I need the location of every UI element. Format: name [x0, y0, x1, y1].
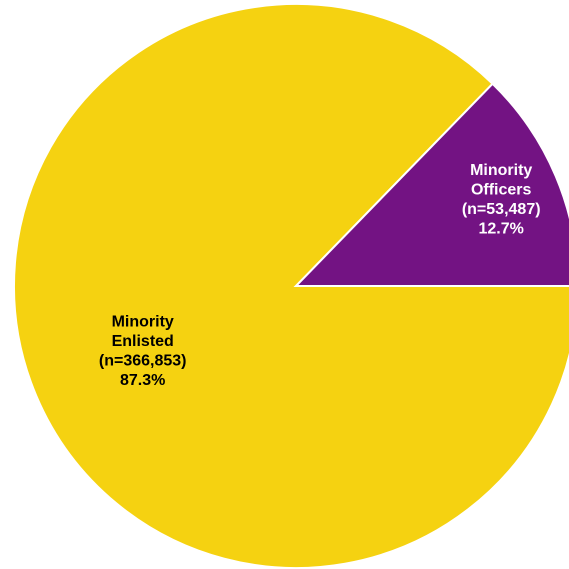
- pie-label-line: (n=53,487): [462, 201, 541, 218]
- pie-slice-minority-officers: [293, 82, 569, 287]
- pie-label-line: (n=366,853): [99, 353, 187, 370]
- pie-label-line: Minority: [112, 314, 174, 331]
- pie-labels: Minority Enlisted (n=366,853) 87.3%Minority…: [99, 162, 541, 389]
- pie-label-minority-officers: Minority Officers (n=53,487) 12.7%: [462, 162, 541, 238]
- pie-label-minority-enlisted: Minority Enlisted (n=366,853) 87.3%: [99, 314, 187, 390]
- pie-label-line: 12.7%: [479, 221, 524, 238]
- pie-label-line: Enlisted: [112, 333, 174, 350]
- pie-label-line: 87.3%: [120, 372, 165, 389]
- pie-slice-minority-enlisted: [13, 3, 569, 569]
- pie-label-line: Officers: [471, 182, 532, 199]
- pie-slices: [13, 3, 569, 569]
- pie-label-line: Minority: [470, 162, 532, 179]
